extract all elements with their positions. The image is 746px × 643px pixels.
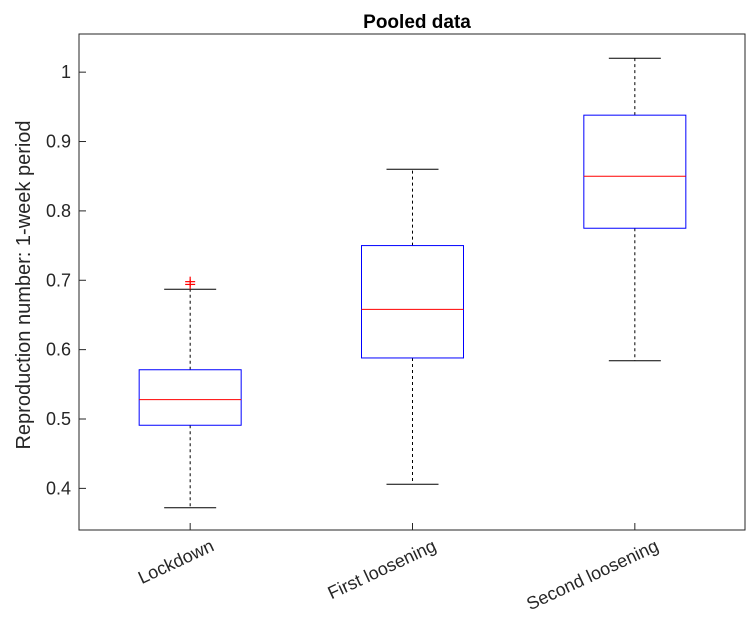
iqr-box <box>361 245 464 359</box>
y-axis-label: Reproduction number: 1-week period <box>13 120 35 449</box>
iqr-box <box>138 369 242 426</box>
y-tick-label: 0.5 <box>46 409 71 429</box>
iqr-box <box>583 114 687 229</box>
x-tick-label: First loosening <box>325 535 440 603</box>
y-tick-label: 0.4 <box>46 478 71 498</box>
y-tick-label: 0.6 <box>46 340 71 360</box>
y-tick-label: 0.8 <box>46 201 71 221</box>
outlier-marker <box>185 276 196 287</box>
chart-title: Pooled data <box>363 12 471 33</box>
x-tick-label: Second loosening <box>523 535 661 614</box>
y-tick-label: 1 <box>61 62 71 82</box>
plot-area: 0.4 0.5 0.6 0.7 0.8 0.9 1 Lockdown First looseni… <box>46 33 746 614</box>
x-tick-label: Lockdown <box>135 535 217 587</box>
y-tick-label: 0.9 <box>46 132 71 152</box>
y-tick-label: 0.7 <box>46 270 71 290</box>
